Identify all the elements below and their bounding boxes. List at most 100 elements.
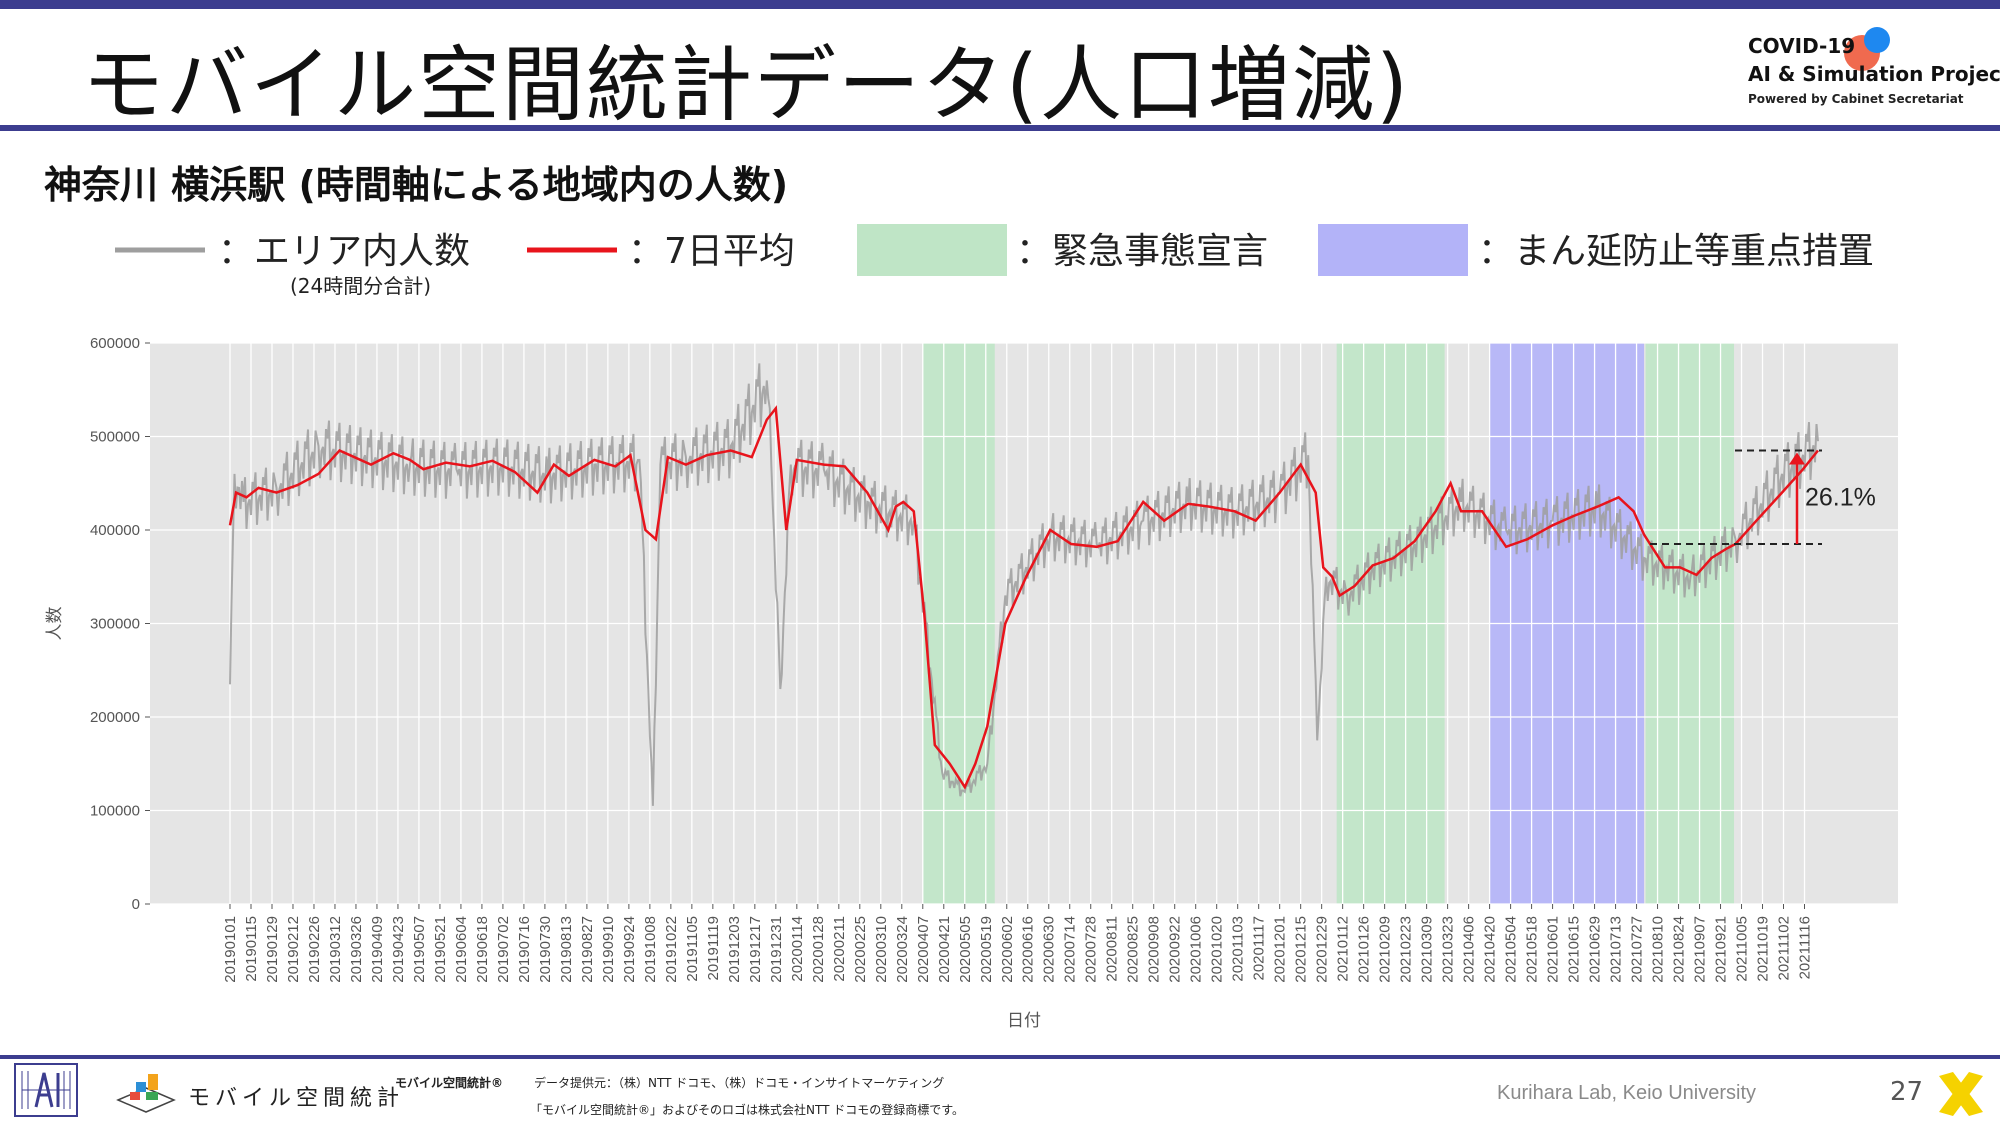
legend-daily-note: (24時間分合計) — [290, 274, 432, 298]
x-tick-label: 20210727 — [1629, 916, 1646, 983]
x-tick-label: 20190129 — [264, 916, 281, 983]
x-tick-label: 20210921 — [1713, 916, 1730, 983]
legend-priority-label: ：まん延防止等重点措置 — [1478, 231, 1875, 272]
x-tick-label: 20190910 — [600, 916, 617, 983]
x-tick-label: 20190618 — [474, 916, 491, 983]
x-tick-label: 20190115 — [243, 916, 260, 982]
x-tick-label: 20191119 — [705, 916, 722, 981]
chart-subtitle: 神奈川 横浜駅 (時間軸による地域内の人数) — [44, 163, 789, 207]
logo-line2: AI & Simulation Project — [1748, 62, 2000, 86]
x-tick-label: 20210420 — [1482, 916, 1499, 983]
footer-divider — [0, 1055, 2000, 1059]
x-tick-label: 20210126 — [1356, 916, 1373, 983]
x-tick-label: 20191203 — [726, 916, 743, 983]
annotation-label: 26.1% — [1805, 483, 1876, 511]
logo-line1: COVID-19 — [1748, 34, 1856, 58]
x-tick-label: 20200310 — [873, 916, 890, 983]
x-tick-label: 20200714 — [1062, 916, 1079, 983]
x-tick-label: 20191022 — [663, 916, 680, 983]
x-tick-label: 20190827 — [579, 916, 596, 983]
x-tick-label: 20200908 — [1146, 916, 1163, 983]
average-series — [228, 405, 1819, 790]
x-tick-label: 20201215 — [1293, 916, 1310, 983]
x-tick-label: 20210713 — [1608, 916, 1625, 983]
x-tick-label: 20201229 — [1314, 916, 1331, 983]
x-tick-label: 20200128 — [810, 916, 827, 983]
x-tick-label: 20190507 — [411, 916, 428, 983]
x-tick-label: 20210209 — [1377, 916, 1394, 983]
y-tick-label: 0 — [132, 896, 140, 913]
x-tick-label: 20211102 — [1776, 916, 1793, 981]
x-tick-label: 20191217 — [747, 916, 764, 983]
x-tick-label: 20210309 — [1419, 916, 1436, 983]
y-tick-label: 500000 — [90, 429, 140, 446]
covid-project-logo: COVID-19 AI & Simulation Project Powered… — [1748, 27, 2000, 115]
x-tick-label: 20201201 — [1272, 916, 1289, 983]
legend-daily-swatch — [115, 247, 205, 253]
legend-priority-swatch — [1318, 224, 1468, 276]
x-tick-label: 20210824 — [1671, 916, 1688, 983]
x-tick-label: 20200225 — [852, 916, 869, 983]
x-tick-label: 20200616 — [1020, 916, 1037, 983]
credit-text: Kurihara Lab, Keio University — [1497, 1082, 1757, 1104]
x-tick-label: 20200602 — [999, 916, 1016, 983]
x-tick-label: 20210504 — [1503, 916, 1520, 983]
x-tick-label: 20191105 — [684, 916, 701, 982]
x-tick-label: 20190409 — [369, 916, 386, 983]
x-tick-label: 20210323 — [1440, 916, 1457, 983]
page-title: モバイル空間統計データ(人口増減) — [82, 38, 1410, 133]
x-tick-label: 20211116 — [1797, 916, 1814, 979]
x-tick-label: 20200324 — [894, 916, 911, 983]
x-tick-label: 20210223 — [1398, 916, 1415, 983]
x-tick-label: 20190813 — [558, 916, 575, 983]
x-tick-label: 20211005 — [1734, 916, 1751, 982]
x-tick-label: 20210810 — [1650, 916, 1667, 983]
legend-emergency-label: ：緊急事態宣言 — [1016, 231, 1269, 272]
x-tick-label: 20190326 — [348, 916, 365, 983]
cube-icon — [116, 1074, 176, 1113]
lab-logo-icon — [14, 1063, 78, 1117]
y-axis-label: 人数 — [45, 607, 65, 641]
x-tick-label: 20200211 — [831, 916, 848, 982]
x-tick-label: 20201117 — [1251, 916, 1268, 981]
x-tick-label: 20190226 — [306, 916, 323, 983]
x-tick-label: 20200825 — [1125, 916, 1142, 983]
x-tick-label: 20191008 — [642, 916, 659, 983]
x-tick-label: 20200114 — [789, 916, 806, 982]
source-line1: データ提供元：（株）NTT ドコモ、（株）ドコモ・インサイトマーケティング — [534, 1076, 945, 1090]
x-tick-label: 20190604 — [453, 916, 470, 983]
x-tick-label: 20201020 — [1209, 916, 1226, 983]
x-tick-label: 20201006 — [1188, 916, 1205, 983]
header-divider — [0, 125, 2000, 131]
legend-daily-label: ：エリア内人数 — [218, 231, 471, 272]
x-tick-label: 20190101 — [222, 916, 239, 983]
x-logo-icon — [1939, 1072, 1983, 1116]
x-tick-label: 20210907 — [1692, 916, 1709, 983]
x-tick-label: 20191231 — [768, 916, 785, 983]
x-tick-label: 20201103 — [1230, 916, 1247, 982]
x-tick-label: 20200421 — [936, 916, 953, 983]
x-tick-label: 20200630 — [1041, 916, 1058, 983]
y-axis: 0 100000 200000 300000 400000 500000 600000 — [90, 335, 150, 913]
x-tick-label: 20190423 — [390, 916, 407, 983]
x-tick-label: 20210629 — [1587, 916, 1604, 983]
mobile-stats-logo-text: モバイル空間統計 — [188, 1086, 405, 1111]
x-tick-label: 20210615 — [1566, 916, 1583, 983]
legend-emergency-swatch — [857, 224, 1007, 276]
x-tick-label: 20190702 — [495, 916, 512, 983]
y-tick-label: 600000 — [90, 335, 140, 352]
page-number: 27 — [1890, 1077, 1924, 1107]
growth-annotation: 26.1% — [1650, 449, 1876, 546]
y-tick-label: 200000 — [90, 709, 140, 726]
population-chart: 0 100000 200000 300000 400000 500000 600000 20… — [45, 335, 1898, 1031]
x-tick-label: 20190730 — [537, 916, 554, 983]
y-tick-label: 300000 — [90, 616, 140, 633]
x-tick-label: 20200505 — [957, 916, 974, 983]
x-tick-label: 20190924 — [621, 916, 638, 983]
x-tick-label: 20190521 — [432, 916, 449, 983]
mobile-stats-logo: モバイル空間統計 — [112, 1068, 399, 1116]
legend-avg-swatch — [527, 247, 617, 253]
x-tick-label: 20210601 — [1545, 916, 1562, 983]
x-axis: 20190101 20190115 20190129 20190212 20190226… — [222, 904, 1814, 983]
x-tick-label: 20210406 — [1461, 916, 1478, 983]
